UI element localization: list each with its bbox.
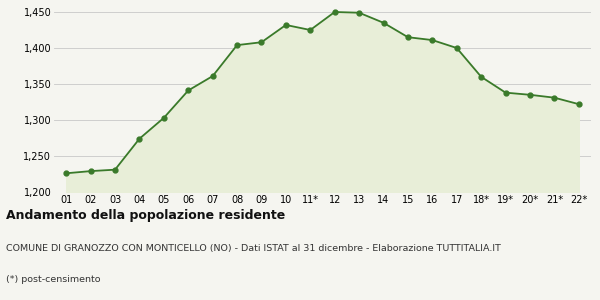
Text: (*) post-censimento: (*) post-censimento [6,274,101,284]
Text: COMUNE DI GRANOZZO CON MONTICELLO (NO) - Dati ISTAT al 31 dicembre - Elaborazion: COMUNE DI GRANOZZO CON MONTICELLO (NO) -… [6,244,501,253]
Text: Andamento della popolazione residente: Andamento della popolazione residente [6,208,285,221]
